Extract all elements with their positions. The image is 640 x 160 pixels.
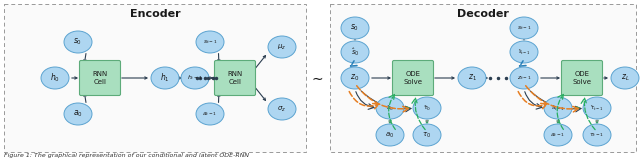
- Ellipse shape: [510, 67, 538, 89]
- Text: $a_0$: $a_0$: [385, 130, 395, 140]
- Text: $\hat{a}_0$: $\hat{a}_0$: [386, 103, 394, 113]
- Text: $\sim$: $\sim$: [308, 71, 323, 85]
- Ellipse shape: [583, 97, 611, 119]
- Text: $z_L$: $z_L$: [621, 73, 629, 83]
- Text: $a_{t-1}$: $a_{t-1}$: [550, 131, 566, 139]
- Text: Figure 1: The graphical representation of our conditional and latent ODE-RNN: Figure 1: The graphical representation o…: [4, 153, 249, 158]
- Ellipse shape: [413, 124, 441, 146]
- FancyBboxPatch shape: [4, 4, 306, 152]
- Ellipse shape: [376, 97, 404, 119]
- Ellipse shape: [583, 124, 611, 146]
- Ellipse shape: [544, 124, 572, 146]
- Text: $h_{t-1}$: $h_{t-1}$: [188, 74, 203, 82]
- Text: $s_{t-1}$: $s_{t-1}$: [516, 24, 531, 32]
- Ellipse shape: [268, 98, 296, 120]
- FancyBboxPatch shape: [561, 60, 602, 96]
- Text: $z_1$: $z_1$: [468, 73, 476, 83]
- Ellipse shape: [64, 103, 92, 125]
- Text: $\hat{\tau}_{t-1}$: $\hat{\tau}_{t-1}$: [590, 103, 604, 113]
- Ellipse shape: [376, 124, 404, 146]
- Text: RNN
Cell: RNN Cell: [227, 72, 243, 84]
- FancyBboxPatch shape: [330, 4, 636, 152]
- Ellipse shape: [510, 41, 538, 63]
- Text: $a_{t-1}$: $a_{t-1}$: [202, 110, 218, 118]
- Ellipse shape: [544, 97, 572, 119]
- Text: $\hat{s}_{t-1}$: $\hat{s}_{t-1}$: [518, 47, 531, 57]
- Text: $\mu_z$: $\mu_z$: [277, 42, 287, 52]
- FancyBboxPatch shape: [392, 60, 433, 96]
- Ellipse shape: [341, 67, 369, 89]
- Text: Encoder: Encoder: [130, 9, 180, 19]
- FancyBboxPatch shape: [79, 60, 120, 96]
- Text: $z_{t-1}$: $z_{t-1}$: [516, 74, 531, 82]
- Text: $a_0$: $a_0$: [73, 109, 83, 119]
- Ellipse shape: [341, 17, 369, 39]
- FancyBboxPatch shape: [214, 60, 255, 96]
- Ellipse shape: [510, 17, 538, 39]
- Text: RNN
Cell: RNN Cell: [92, 72, 108, 84]
- Text: $h_1$: $h_1$: [160, 72, 170, 84]
- Ellipse shape: [413, 97, 441, 119]
- Ellipse shape: [196, 31, 224, 53]
- Ellipse shape: [341, 41, 369, 63]
- Ellipse shape: [181, 67, 209, 89]
- Text: $s_0$: $s_0$: [351, 23, 360, 33]
- Ellipse shape: [268, 36, 296, 58]
- Text: Decoder: Decoder: [457, 9, 509, 19]
- Text: $\tau_{t-1}$: $\tau_{t-1}$: [589, 131, 605, 139]
- Text: $\hat{\tau}_0$: $\hat{\tau}_0$: [423, 103, 431, 113]
- Ellipse shape: [458, 67, 486, 89]
- Text: $h_0$: $h_0$: [50, 72, 60, 84]
- Text: ODE
Solve: ODE Solve: [573, 72, 591, 84]
- Text: $z_0$: $z_0$: [351, 73, 360, 83]
- Text: ODE
Solve: ODE Solve: [403, 72, 422, 84]
- Text: $\tau_0$: $\tau_0$: [422, 130, 431, 140]
- Ellipse shape: [41, 67, 69, 89]
- Text: $s_{t-1}$: $s_{t-1}$: [203, 38, 218, 46]
- Text: $\hat{s}_0$: $\hat{s}_0$: [351, 46, 359, 58]
- Ellipse shape: [196, 103, 224, 125]
- Ellipse shape: [151, 67, 179, 89]
- Text: $\sigma_z$: $\sigma_z$: [278, 104, 287, 114]
- Text: $s_0$: $s_0$: [74, 37, 83, 47]
- Text: $\hat{a}_{t-1}$: $\hat{a}_{t-1}$: [551, 103, 565, 113]
- Ellipse shape: [611, 67, 639, 89]
- Ellipse shape: [64, 31, 92, 53]
